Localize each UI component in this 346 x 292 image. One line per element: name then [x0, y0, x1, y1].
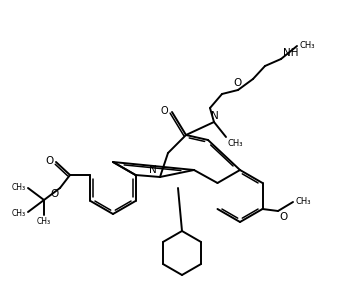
Text: N: N	[149, 165, 157, 175]
Text: O: O	[46, 156, 54, 166]
Text: CH₃: CH₃	[37, 217, 51, 226]
Text: O: O	[279, 212, 287, 222]
Text: CH₃: CH₃	[227, 139, 243, 148]
Text: O: O	[234, 78, 242, 88]
Text: CH₃: CH₃	[295, 197, 310, 206]
Text: CH₃: CH₃	[12, 208, 26, 218]
Text: O: O	[51, 189, 59, 199]
Text: CH₃: CH₃	[12, 182, 26, 192]
Text: O: O	[161, 106, 168, 116]
Text: NH: NH	[283, 48, 299, 58]
Text: N: N	[211, 111, 219, 121]
Text: CH₃: CH₃	[299, 41, 315, 50]
